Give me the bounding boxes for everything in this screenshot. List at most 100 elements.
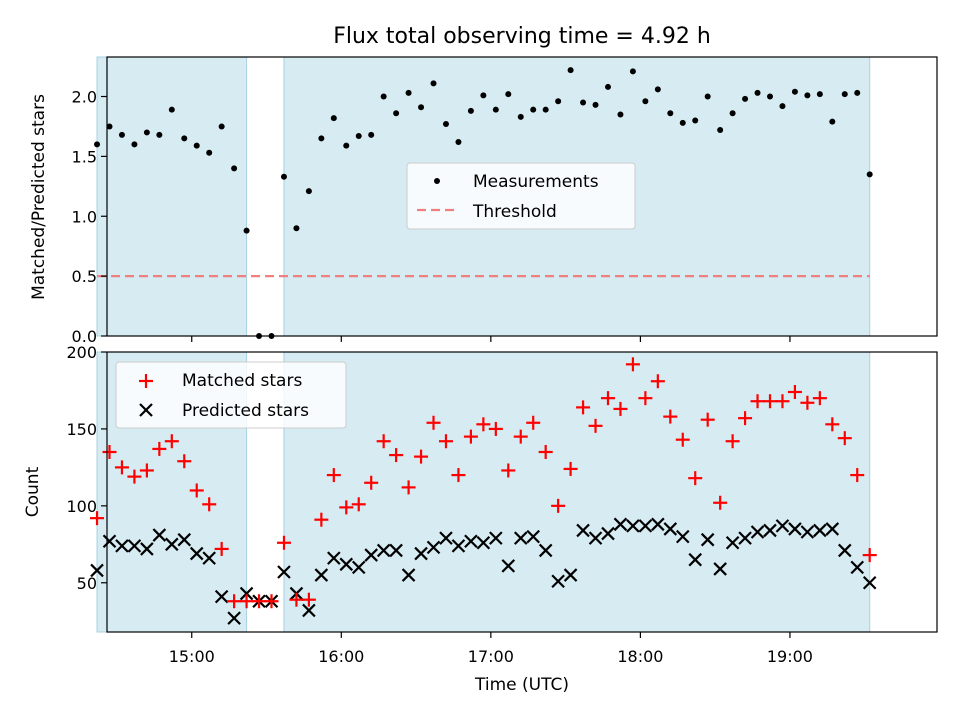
legend-threshold-label: Threshold [472,202,557,222]
ratio-y-tick-label: 1.0 [72,207,97,226]
measurement-point [355,133,362,140]
predicted-star-point [177,532,192,547]
matched-star-point [650,374,665,389]
measurement-point [567,67,574,74]
predicted-star-point [763,523,777,538]
matched-star-point [127,469,142,484]
matched-star-point [613,401,628,416]
predicted-star-point [800,525,815,539]
predicted-star-point [426,540,441,555]
count-legend-box [115,361,347,429]
ratio-y-ticks: 0.0 0.5 1.0 1.5 2.0 [72,88,107,346]
legend-predicted-label: Predicted stars [182,401,309,421]
matched-star-point [713,495,728,510]
predicted-star-point [389,543,403,558]
predicted-star-point [725,535,740,550]
count-x-label: Time (UTC) [474,675,569,695]
measurement-point [717,127,724,134]
ratio-x-ticks [191,336,791,342]
matched-star-point [289,592,304,607]
measurement-point [430,80,437,87]
measurement-point [692,117,699,124]
matched-star-point [576,400,591,415]
count-y-tick-label: 150 [66,420,97,439]
predicted-star-point [102,534,117,549]
ratio-y-label: Matched/Predicted stars [29,94,49,300]
matched-star-point [763,394,778,409]
predicted-star-point [401,568,416,582]
predicted-star-point [825,522,840,536]
matched-star-point [812,391,827,406]
count-x-tick-label: 16:00 [318,647,364,666]
predicted-star-point [214,589,229,604]
predicted-star-point [302,603,316,618]
count-shade-1 [283,351,871,633]
measurement-point [418,104,425,111]
matched-star-point [538,445,553,459]
measurement-point [455,139,462,146]
predicted-star-point [351,560,366,575]
measurement-point [592,101,599,108]
matched-star-point [339,500,354,515]
predicted-star-point [576,523,590,538]
matched-star-point [625,357,640,372]
matched-star-point [252,594,267,609]
measurement-point [767,93,774,100]
matched-star-point [90,511,105,526]
matched-star-point [663,409,678,424]
predicted-star-point [738,531,752,545]
measurement-point [156,131,163,138]
measurement-point [654,86,661,93]
measurement-point [330,115,337,122]
matched-star-point [787,385,802,399]
ratio-panel: 0.00.51.01.52.0 Matched/Predicted stars … [29,56,938,346]
matched-star-point [800,395,815,410]
count-axes-frame [106,351,938,633]
predicted-star-point [638,519,653,533]
matched-star-point [326,468,341,483]
predicted-star-point [626,519,640,533]
measurement-point [629,68,636,75]
measurement-point [243,227,250,234]
matched-star-point [276,535,291,550]
ratio-points [94,67,873,339]
predicted-star-point [451,539,466,553]
predicted-star-point [750,525,765,539]
chart-title: Flux total observing time = 4.92 h [333,24,711,49]
matched-star-point [488,421,503,436]
matched-star-point [426,415,441,430]
measurement-point [555,98,562,105]
predicted-star-point [364,548,378,562]
legend-matched-marker [139,374,153,388]
predicted-star-point [675,529,690,544]
predicted-star-point [202,551,216,565]
predicted-star-point [501,559,516,573]
matched-star-point [600,391,615,406]
predicted-star-point [127,539,142,553]
measurement-point [729,110,736,117]
matched-star-point [376,434,391,449]
measurement-point [380,93,387,100]
measurement-point [791,88,798,95]
predicted-star-point [651,517,665,532]
count-x-tick-label: 17:00 [468,647,514,666]
ratio-legend: Measurements Threshold [406,162,636,230]
predicted-star-point [713,562,727,576]
matched-star-point [775,394,790,409]
predicted-star-point [115,539,129,553]
predicted-star-point [227,611,241,625]
legend-measurements-marker [434,178,440,184]
predicted-star-point [376,543,391,558]
ratio-y-tick-label: 1.5 [72,147,97,166]
matched-star-point [189,483,204,498]
count-y-tick-label: 100 [66,497,97,516]
ratio-shade-0 [96,56,248,337]
measurement-point [704,93,711,100]
measurement-point [617,111,624,118]
matched-star-point [177,454,192,469]
matched-star-point [451,468,466,483]
measurement-point [642,98,649,105]
predicted-star-point [339,557,354,572]
matched-star-point [526,415,541,430]
